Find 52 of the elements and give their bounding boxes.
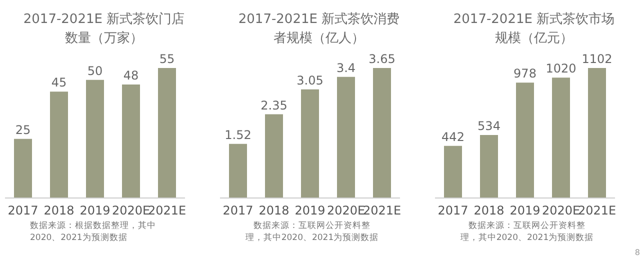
- bar: [122, 84, 140, 198]
- x-tick-label: 2017: [222, 204, 254, 218]
- source-note: 数据来源：互联网公开资料整理，其中2020、2021为预测数据: [245, 220, 379, 244]
- bar: [301, 89, 319, 198]
- x-tick-label: 2020E: [542, 204, 580, 218]
- data-label: 2.35: [260, 98, 288, 112]
- data-label: 48: [123, 68, 139, 83]
- data-label: 55: [159, 52, 175, 66]
- bar: [14, 138, 32, 198]
- bar: [265, 114, 283, 198]
- x-tick-label: 2017: [8, 204, 38, 218]
- x-tick-label: 2018: [44, 204, 74, 218]
- x-tick-label: 2021E: [578, 204, 616, 218]
- bar: [552, 78, 570, 198]
- bar: [158, 68, 176, 198]
- bar: [480, 135, 498, 198]
- chart-title: 2017-2021E 新式茶饮消费者规模（亿人）: [237, 11, 401, 48]
- source-note: 数据来源：根据数据整理，其中2020、2021为预测数据: [30, 220, 157, 244]
- data-label: 978: [514, 66, 536, 81]
- bar: [86, 80, 104, 198]
- bar: [50, 92, 68, 198]
- chart-title: 2017-2021E 新式茶饮门店数量（万家）: [22, 11, 186, 48]
- x-tick-label: 2020E: [112, 204, 150, 218]
- data-label: 25: [15, 122, 31, 137]
- bar: [373, 68, 391, 198]
- bar: [337, 76, 355, 198]
- data-label: 1.52: [224, 128, 252, 142]
- x-tick-label: 2019: [80, 204, 110, 218]
- chart-title: 2017-2021E 新式茶饮市场规模（亿元）: [452, 11, 616, 48]
- x-tick-label: 2018: [258, 204, 290, 218]
- data-label: 1102: [582, 52, 612, 66]
- x-tick-label: 2019: [294, 204, 326, 218]
- data-label: 3.05: [296, 73, 324, 88]
- data-label: 1020: [546, 62, 576, 76]
- bar: [588, 68, 606, 198]
- x-tick-label: 2017: [438, 204, 468, 218]
- bar: [229, 144, 247, 198]
- data-label: 3.65: [368, 52, 396, 66]
- data-label: 45: [51, 76, 67, 90]
- x-tick-label: 2019: [510, 204, 540, 218]
- x-tick-label: 2021E: [148, 204, 186, 218]
- x-tick-label: 2020E: [326, 204, 366, 218]
- x-tick-label: 2021E: [362, 204, 402, 218]
- text: 8: [634, 248, 640, 257]
- data-label: 50: [87, 64, 103, 78]
- bar: [516, 82, 534, 198]
- data-label: 534: [478, 119, 500, 134]
- source-note: 数据来源：互联网公开资料整理，其中2020、2021为预测数据: [460, 220, 594, 244]
- data-label: 442: [442, 130, 464, 144]
- data-label: 3.4: [336, 60, 356, 75]
- bar: [444, 146, 462, 198]
- x-tick-label: 2018: [474, 204, 504, 218]
